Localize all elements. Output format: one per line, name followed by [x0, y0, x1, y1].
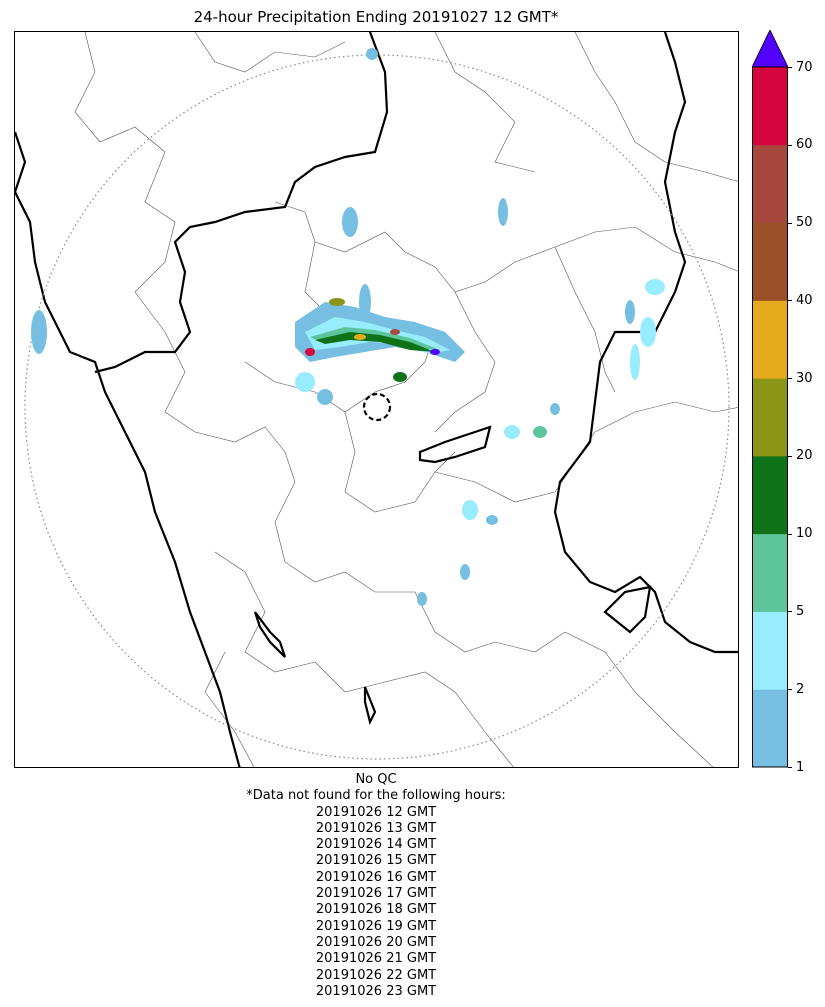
missing-hour: 20191026 20 GMT — [315, 934, 437, 950]
colorbar-tick-label: 50 — [796, 215, 813, 231]
map-canvas — [15, 32, 738, 767]
colorbar-segment — [752, 611, 788, 690]
colorbar-segment — [752, 300, 788, 379]
colorbar-extend-arrow — [752, 30, 788, 68]
missing-hour: 20191026 14 GMT — [315, 837, 437, 853]
colorbar-tick-label: 60 — [796, 137, 813, 153]
missing-hour: 20191026 16 GMT — [315, 869, 437, 885]
colorbar-tick-label: 1 — [796, 759, 805, 775]
missing-hour: 20191026 23 GMT — [315, 983, 437, 999]
missing-hour: 20191026 15 GMT — [315, 853, 437, 869]
notes-block: No QC *Data not found for the following … — [0, 772, 752, 1000]
colorbar-tick-label: 10 — [796, 526, 813, 542]
missing-data-header: *Data not found for the following hours: — [246, 788, 506, 804]
missing-hour: 20191026 21 GMT — [315, 951, 437, 967]
district-boundaries — [74, 32, 738, 767]
colorbar-tick-label: 70 — [796, 59, 813, 75]
colorbar-segment — [752, 222, 788, 301]
qc-note: No QC — [355, 772, 397, 787]
radar-map — [14, 31, 739, 768]
colorbar-tick-label: 20 — [796, 448, 813, 464]
colorbar-tick-mark — [788, 67, 792, 68]
colorbar-tick-mark — [788, 144, 792, 146]
colorbar-tick-mark — [788, 611, 792, 613]
missing-hour: 20191026 18 GMT — [315, 902, 437, 918]
colorbar-tick-label: 30 — [796, 370, 813, 386]
missing-hour: 20191026 19 GMT — [315, 918, 437, 934]
colorbar-segment — [752, 378, 788, 457]
radar-site-marker — [362, 392, 392, 422]
colorbar-tick-label: 40 — [796, 292, 813, 308]
colorbar-tick-label: 5 — [796, 603, 805, 619]
missing-hour: 20191026 17 GMT — [315, 886, 437, 902]
colorbar-tick-mark — [788, 767, 792, 768]
colorbar-tick-mark — [788, 222, 792, 224]
colorbar-outline — [752, 66, 788, 768]
state-boundaries — [15, 32, 738, 767]
colorbar-segment — [752, 689, 788, 768]
radar-range-ring — [24, 54, 730, 760]
colorbar-segment — [752, 455, 788, 535]
colorbar-segment — [752, 144, 788, 224]
precipitation-field — [31, 48, 665, 606]
colorbar-segment — [752, 533, 788, 612]
map-title: 24-hour Precipitation Ending 20191027 12… — [193, 8, 559, 26]
missing-hour: 20191026 12 GMT — [315, 804, 437, 820]
colorbar-segment — [752, 67, 788, 146]
missing-hour: 20191026 22 GMT — [315, 967, 437, 983]
colorbar-tick-mark — [788, 689, 792, 691]
colorbar-tick-label: 2 — [796, 681, 805, 697]
colorbar-tick-mark — [788, 455, 792, 457]
colorbar-tick-mark — [788, 378, 792, 380]
colorbar-tick-mark — [788, 533, 792, 535]
missing-hour: 20191026 13 GMT — [315, 820, 437, 836]
colorbar-tick-mark — [788, 300, 792, 302]
colorbar — [752, 30, 788, 768]
